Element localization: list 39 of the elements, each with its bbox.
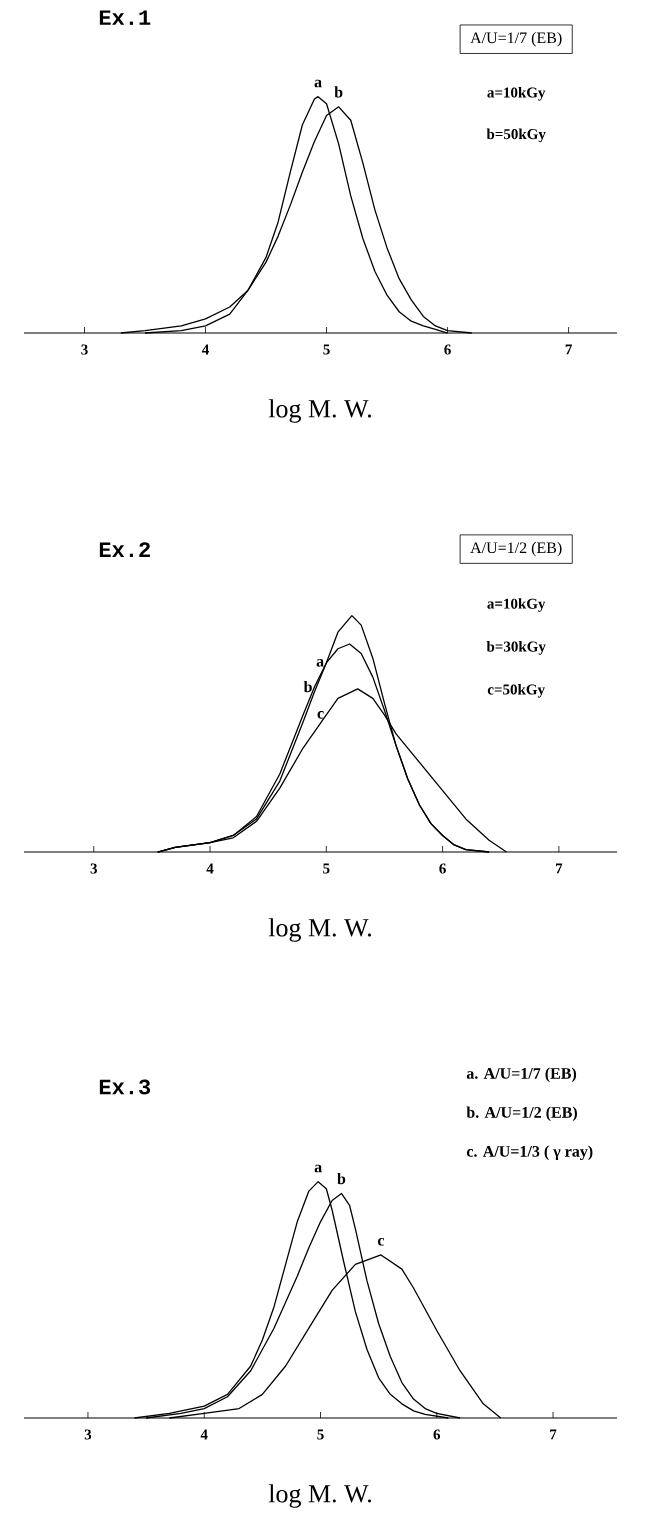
text: A/U=1/7 (EB) bbox=[470, 31, 562, 47]
x-axis-title: log M. W. bbox=[268, 1484, 372, 1508]
text: A/U=1/2 (EB) bbox=[470, 541, 562, 557]
x-tick-label: 3 bbox=[84, 1429, 92, 1440]
series-label: a bbox=[314, 1164, 322, 1173]
x-tick-label: 4 bbox=[200, 1429, 208, 1440]
annotation: c=50kGy bbox=[487, 684, 545, 698]
x-tick-label: 5 bbox=[317, 1429, 324, 1440]
x-tick-label: 6 bbox=[444, 344, 451, 355]
annotation: a=10kGy bbox=[487, 87, 546, 101]
x-axis-title: log M. W. bbox=[268, 918, 372, 942]
x-tick-label: 7 bbox=[555, 863, 563, 874]
x-axis-title: log M. W. bbox=[268, 399, 372, 423]
annotation: b=50kGy bbox=[486, 128, 546, 143]
x-tick-label: 5 bbox=[323, 344, 330, 355]
series-label: a bbox=[316, 659, 324, 667]
chart-title: Ex.1 bbox=[99, 10, 151, 25]
x-tick-label: 4 bbox=[201, 344, 209, 355]
x-tick-label: 6 bbox=[433, 1429, 441, 1440]
x-tick-label: 5 bbox=[323, 863, 330, 874]
text: c. A/U=1/3 ( γ ray) bbox=[466, 1145, 593, 1161]
annotation: b=30kGy bbox=[486, 641, 546, 655]
series-label: a bbox=[314, 79, 322, 88]
x-tick-label: 7 bbox=[565, 344, 572, 355]
x-tick-label: 7 bbox=[550, 1429, 557, 1440]
series-label: c bbox=[317, 711, 324, 719]
x-tick-label: 4 bbox=[206, 863, 214, 874]
series-label: b bbox=[303, 680, 312, 693]
series-label: b bbox=[334, 86, 343, 98]
chart-title: Ex.3 bbox=[99, 1079, 151, 1095]
series-label: c bbox=[377, 1237, 385, 1246]
chart-title: Ex.2 bbox=[99, 542, 150, 557]
text: b. A/U=1/2 (EB) bbox=[466, 1106, 577, 1122]
text: a=10kGy bbox=[487, 598, 546, 612]
x-tick-label: 3 bbox=[81, 344, 88, 355]
text: a. A/U=1/7 (EB) bbox=[466, 1067, 577, 1083]
x-tick-label: 6 bbox=[439, 863, 446, 874]
series-label: b bbox=[337, 1172, 346, 1185]
x-tick-label: 3 bbox=[90, 863, 97, 874]
